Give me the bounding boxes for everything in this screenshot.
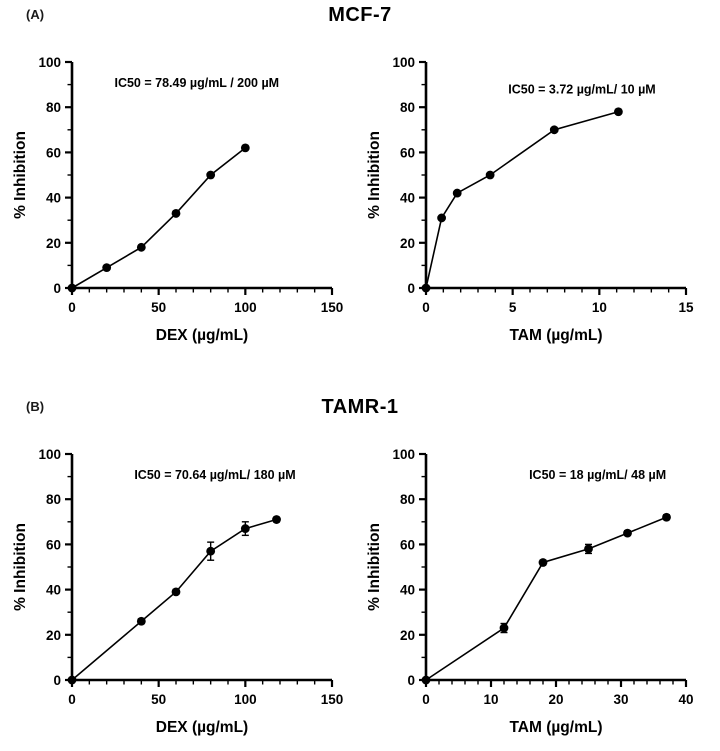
chart-tamr1-tam: 0 10 20 30 40 0 20 40 60 80 100 IC50 = 18 µg/mL/ 48… [362, 428, 712, 746]
svg-text:50: 50 [151, 300, 166, 315]
svg-text:40: 40 [46, 191, 61, 206]
svg-text:30: 30 [613, 692, 628, 707]
svg-text:% Inhibition: % Inhibition [12, 523, 29, 611]
svg-text:10: 10 [483, 692, 498, 707]
svg-text:% Inhibition: % Inhibition [12, 131, 29, 219]
svg-text:0: 0 [53, 281, 61, 296]
svg-text:40: 40 [678, 692, 693, 707]
panel-b-header: (B) TAMR-1 [0, 392, 720, 424]
dose-response-plot: 0 50 100 150 0 20 40 60 80 100 IC50 = 78.49 µg/mL … [12, 55, 344, 344]
svg-text:% Inhibition: % Inhibition [366, 523, 383, 611]
svg-text:100: 100 [38, 55, 61, 70]
svg-text:50: 50 [151, 692, 166, 707]
dose-response-plot: 0 10 20 30 40 0 20 40 60 80 100 IC50 = 18 µg/mL/ 48… [366, 447, 694, 736]
panel-a-charts-row: 0 50 100 150 0 20 40 60 80 100 IC50 = 78.49 µg/mL … [0, 32, 720, 354]
svg-text:60: 60 [46, 537, 61, 552]
svg-text:60: 60 [46, 145, 61, 160]
svg-text:20: 20 [400, 236, 415, 251]
svg-text:40: 40 [46, 583, 61, 598]
panel-B: (B) TAMR-1 0 50 100 150 0 20 40 60 80 100 IC50 = 7… [0, 392, 720, 746]
svg-text:TAM (µg/mL): TAM (µg/mL) [509, 327, 602, 344]
svg-text:100: 100 [234, 300, 257, 315]
svg-text:DEX (µg/mL): DEX (µg/mL) [156, 719, 248, 736]
panel-a-label: (A) [26, 7, 45, 22]
svg-text:0: 0 [407, 281, 415, 296]
panel-a-title: MCF-7 [328, 4, 392, 26]
svg-text:0: 0 [422, 692, 430, 707]
svg-text:IC50 = 3.72 µg/mL/ 10 µM: IC50 = 3.72 µg/mL/ 10 µM [508, 83, 655, 97]
panel-b-charts-row: 0 50 100 150 0 20 40 60 80 100 IC50 = 70.64 µg/mL/… [0, 424, 720, 746]
svg-text:0: 0 [68, 300, 76, 315]
svg-text:0: 0 [53, 673, 61, 688]
svg-text:20: 20 [548, 692, 563, 707]
svg-text:IC50 = 70.64 µg/mL/ 180 µM: IC50 = 70.64 µg/mL/ 180 µM [134, 468, 295, 482]
svg-text:150: 150 [321, 692, 344, 707]
chart-tamr1-dex: 0 50 100 150 0 20 40 60 80 100 IC50 = 70.64 µg/mL/… [8, 428, 358, 746]
panel-A: (A) MCF-7 0 50 100 150 0 20 40 60 80 100 IC50 = 78… [0, 0, 720, 354]
svg-text:80: 80 [46, 492, 61, 507]
svg-text:100: 100 [38, 447, 61, 462]
svg-text:40: 40 [400, 191, 415, 206]
svg-text:0: 0 [422, 300, 430, 315]
panel-b-title: TAMR-1 [321, 396, 399, 418]
svg-text:IC50 = 18 µg/mL/ 48 µM: IC50 = 18 µg/mL/ 48 µM [529, 468, 666, 482]
svg-text:20: 20 [46, 236, 61, 251]
panel-b-label: (B) [26, 399, 45, 414]
svg-text:IC50 = 78.49 µg/mL / 200 µM: IC50 = 78.49 µg/mL / 200 µM [114, 76, 279, 90]
dose-response-plot: 0 5 10 15 0 20 40 60 80 100 IC50 = 3.72 µg/mL/ 10 … [366, 55, 694, 344]
svg-text:100: 100 [392, 447, 415, 462]
svg-text:15: 15 [678, 300, 694, 315]
svg-text:60: 60 [400, 537, 415, 552]
svg-text:150: 150 [321, 300, 344, 315]
svg-text:100: 100 [392, 55, 415, 70]
svg-text:DEX (µg/mL): DEX (µg/mL) [156, 327, 248, 344]
svg-text:60: 60 [400, 145, 415, 160]
svg-text:% Inhibition: % Inhibition [366, 131, 383, 219]
svg-text:0: 0 [68, 692, 76, 707]
svg-text:20: 20 [46, 628, 61, 643]
svg-text:80: 80 [46, 100, 61, 115]
svg-text:100: 100 [234, 692, 257, 707]
svg-text:80: 80 [400, 492, 415, 507]
svg-text:0: 0 [407, 673, 415, 688]
dose-response-plot: 0 50 100 150 0 20 40 60 80 100 IC50 = 70.64 µg/mL/… [12, 447, 344, 736]
panel-a-header: (A) MCF-7 [0, 0, 720, 32]
chart-mcf7-dex: 0 50 100 150 0 20 40 60 80 100 IC50 = 78.49 µg/mL … [8, 36, 358, 354]
svg-text:40: 40 [400, 583, 415, 598]
svg-text:10: 10 [592, 300, 607, 315]
chart-mcf7-tam: 0 5 10 15 0 20 40 60 80 100 IC50 = 3.72 µg/mL/ 10 … [362, 36, 712, 354]
svg-text:80: 80 [400, 100, 415, 115]
svg-text:5: 5 [509, 300, 517, 315]
svg-text:TAM (µg/mL): TAM (µg/mL) [509, 719, 602, 736]
svg-text:20: 20 [400, 628, 415, 643]
